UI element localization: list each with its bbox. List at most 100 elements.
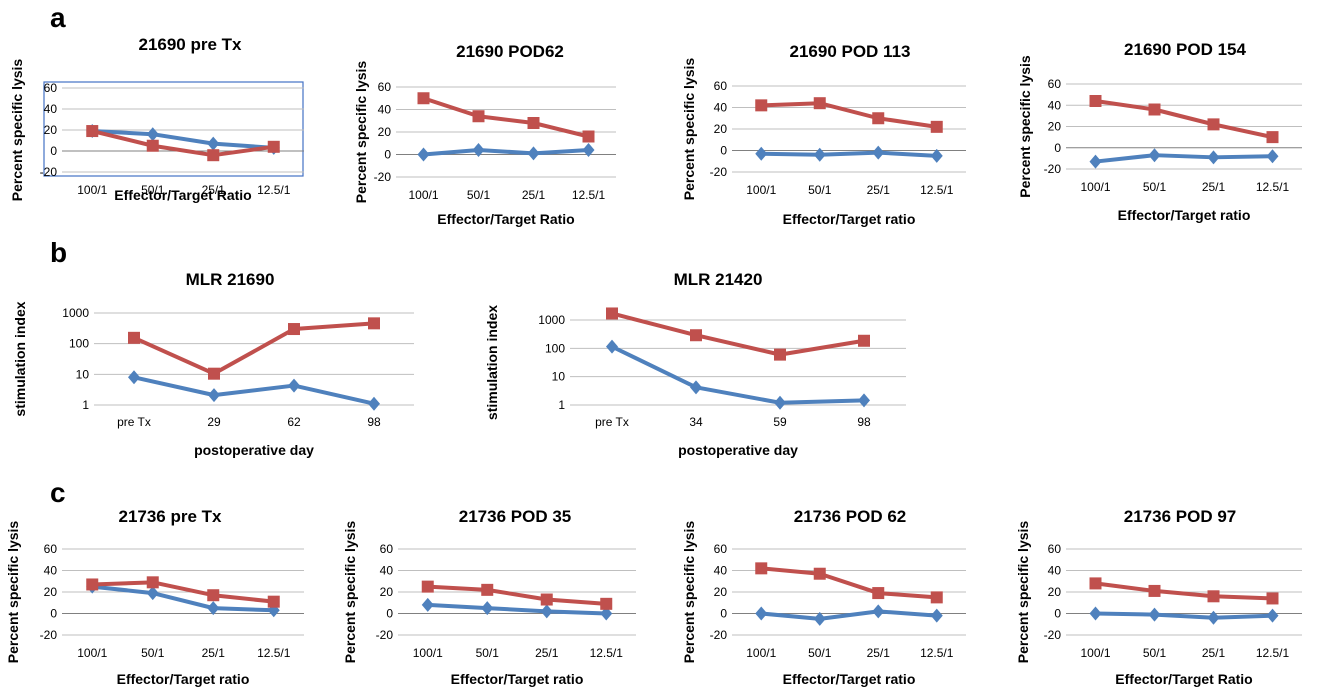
chart-title: 21690 POD 113 xyxy=(790,42,911,61)
series-line xyxy=(92,129,274,150)
data-point-diamond xyxy=(1207,610,1220,625)
x-tick-label: 12.5/1 xyxy=(1256,646,1290,660)
y-tick-label: 1000 xyxy=(538,313,565,327)
x-tick-label: 100/1 xyxy=(77,183,107,197)
data-point-square xyxy=(930,591,943,604)
x-tick-label: 25/1 xyxy=(1202,180,1226,194)
data-point-square xyxy=(368,317,380,330)
line-chart: -20 0 20 40 60 100/1 50/1 25/1 12.5/1 21736 pre T… xyxy=(5,507,304,687)
x-tick-label: 98 xyxy=(857,415,871,429)
y-tick-label: 40 xyxy=(1048,98,1062,112)
series-line xyxy=(427,602,607,616)
y-tick-label: 40 xyxy=(714,101,728,115)
series-line xyxy=(422,96,589,139)
y-tick-label: 0 xyxy=(384,148,391,162)
x-axis-label: Effector/Target ratio xyxy=(451,671,584,687)
data-point-square xyxy=(267,595,280,608)
x-tick-label: 25/1 xyxy=(202,183,226,197)
data-point-diamond xyxy=(1266,608,1279,623)
line-chart: -20 0 20 40 60 100/1 50/1 25/1 12.5/1 21690 POD 1… xyxy=(681,42,966,227)
panel-letter-c: c xyxy=(50,477,66,508)
x-tick-label: 50/1 xyxy=(808,646,832,660)
series-line xyxy=(761,101,938,129)
y-axis-label: Percent specific lysis xyxy=(353,61,369,204)
y-tick-label: 20 xyxy=(378,125,392,139)
data-point-square xyxy=(930,120,943,133)
y-tick-label: 0 xyxy=(50,144,57,158)
y-axis-label: Percent specific lysis xyxy=(681,521,697,664)
series-line xyxy=(761,150,937,158)
y-axis-label: Percent specific lysis xyxy=(1015,521,1031,664)
y-tick-label: 20 xyxy=(1048,585,1062,599)
panel-letter-a: a xyxy=(50,2,66,33)
y-tick-label: -20 xyxy=(1044,162,1062,176)
panel-letter-b: b xyxy=(50,237,67,268)
x-tick-label: 29 xyxy=(207,415,221,429)
y-tick-label: 1 xyxy=(82,398,89,412)
line-chart: -20 0 20 40 60 100/1 50/1 25/1 12.5/1 21736 POD 6… xyxy=(681,507,966,687)
x-tick-label: 50/1 xyxy=(467,188,491,202)
x-tick-label: 12.5/1 xyxy=(920,646,954,660)
data-point-square xyxy=(472,110,485,123)
x-tick-label: 25/1 xyxy=(535,646,559,660)
y-tick-label: 60 xyxy=(1048,542,1062,556)
data-point-diamond xyxy=(582,143,595,157)
data-point-diamond xyxy=(606,339,618,354)
y-tick-label: 0 xyxy=(1054,607,1061,621)
x-axis-label: Effector/Target ratio xyxy=(783,671,916,687)
y-axis-label: Percent specific lysis xyxy=(9,59,25,202)
data-point-square xyxy=(858,334,870,347)
series-line xyxy=(92,580,274,604)
chart-title: 21736 POD 35 xyxy=(459,507,571,526)
data-point-square xyxy=(1207,590,1220,603)
y-tick-label: 0 xyxy=(386,607,393,621)
data-point-diamond xyxy=(690,380,702,395)
series-line xyxy=(1095,153,1273,164)
x-tick-label: 50/1 xyxy=(476,646,500,660)
x-tick-label: pre Tx xyxy=(117,415,151,429)
data-point-diamond xyxy=(1089,154,1102,169)
x-tick-label: 12.5/1 xyxy=(257,646,291,660)
x-tick-label: 98 xyxy=(367,415,381,429)
data-point-diamond xyxy=(872,604,885,619)
series-line xyxy=(1095,99,1273,140)
y-tick-label: 0 xyxy=(50,607,57,621)
y-tick-label: 10 xyxy=(76,367,90,381)
data-point-square xyxy=(527,117,540,129)
data-point-diamond xyxy=(472,143,485,157)
x-axis-label: Effector/Target ratio xyxy=(1118,207,1251,223)
data-point-diamond xyxy=(858,393,870,408)
data-point-diamond xyxy=(930,608,943,623)
data-point-square xyxy=(813,567,826,580)
data-point-square xyxy=(208,367,220,380)
y-tick-label: 0 xyxy=(720,607,727,621)
series-line xyxy=(1095,611,1273,620)
series-line xyxy=(133,321,375,376)
y-tick-label: 60 xyxy=(714,79,728,93)
line-chart: 1 10 100 1000 pre Tx 34 59 98 MLR 21420 postopera… xyxy=(484,270,906,458)
line-chart: 1 10 100 1000 pre Tx 29 62 98 MLR 21690 postopera… xyxy=(12,270,414,458)
x-tick-label: 100/1 xyxy=(1080,646,1110,660)
y-axis-label: stimulation index xyxy=(12,301,28,416)
y-axis-label: Percent specific lysis xyxy=(681,58,697,201)
data-point-square xyxy=(207,149,220,162)
y-tick-label: 40 xyxy=(44,102,58,116)
x-tick-label: pre Tx xyxy=(595,415,629,429)
data-point-diamond xyxy=(774,395,786,410)
series-line xyxy=(611,311,865,357)
data-point-diamond xyxy=(146,127,159,142)
y-tick-label: 20 xyxy=(380,585,394,599)
x-tick-label: 100/1 xyxy=(77,646,107,660)
data-point-square xyxy=(755,99,768,112)
x-tick-label: 50/1 xyxy=(1143,646,1167,660)
y-tick-label: -20 xyxy=(376,628,394,642)
data-point-square xyxy=(1089,95,1102,107)
y-tick-label: 0 xyxy=(720,144,727,158)
y-tick-label: 100 xyxy=(69,337,89,351)
data-point-diamond xyxy=(128,370,140,385)
data-point-square xyxy=(146,576,159,589)
y-axis-label: Percent specific lysis xyxy=(342,521,358,664)
series-line xyxy=(423,148,589,157)
x-tick-label: 50/1 xyxy=(141,183,165,197)
data-point-square xyxy=(1089,577,1102,590)
